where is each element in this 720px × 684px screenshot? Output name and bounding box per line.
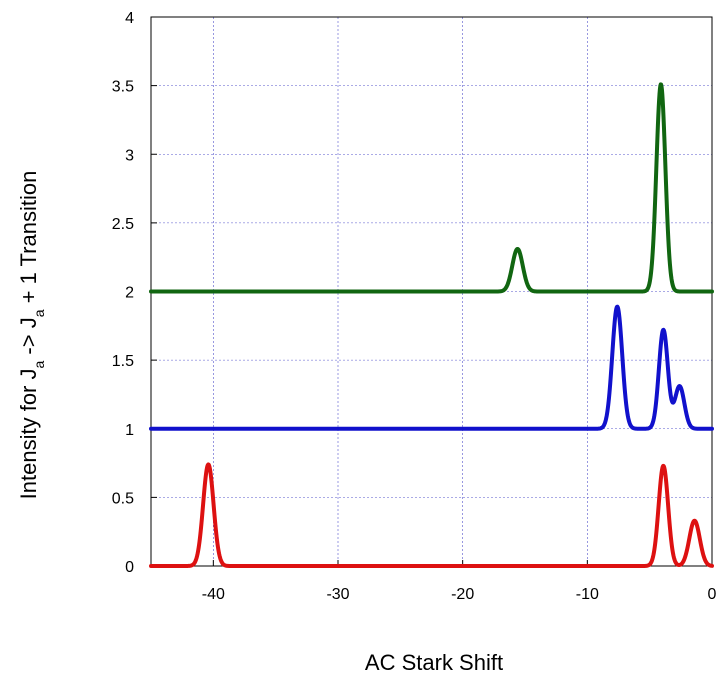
series-line-2 bbox=[149, 304, 714, 431]
y-tick-label: 0 bbox=[125, 559, 134, 576]
x-tick-label: -40 bbox=[202, 586, 225, 603]
x-tick-label: 0 bbox=[708, 586, 717, 603]
y-axis-ticks: 0 0.5 1 1.5 2 2.5 3 3.5 4 bbox=[112, 10, 157, 576]
y-axis-title-part1: Intensity for J bbox=[16, 368, 41, 499]
y-tick-label: 4 bbox=[125, 10, 134, 27]
y-tick-label: 0.5 bbox=[112, 490, 134, 507]
x-tick-label: -30 bbox=[326, 586, 349, 603]
y-axis-title-sub2: a bbox=[31, 309, 47, 317]
series-group bbox=[149, 82, 714, 568]
y-axis-title-sub1: a bbox=[31, 360, 47, 368]
y-tick-label: 2 bbox=[125, 285, 134, 302]
x-axis-title: AC Stark Shift bbox=[365, 650, 503, 675]
y-tick-label: 2.5 bbox=[112, 216, 134, 233]
y-tick-label: 3.5 bbox=[112, 79, 134, 96]
y-tick-label: 3 bbox=[125, 147, 134, 164]
x-tick-label: -10 bbox=[576, 586, 599, 603]
y-axis-title-part2: -> J bbox=[16, 317, 41, 360]
series-line-3 bbox=[149, 82, 714, 294]
y-tick-label: 1 bbox=[125, 422, 134, 439]
y-axis-title: Intensity for Ja -> Ja + 1 Transition bbox=[16, 171, 47, 500]
series-line-1 bbox=[149, 462, 714, 568]
x-tick-label: -20 bbox=[451, 586, 474, 603]
x-axis-ticks: -40 -30 -20 -10 0 bbox=[202, 560, 717, 603]
y-tick-label: 1.5 bbox=[112, 353, 134, 370]
y-axis-title-part3: + 1 Transition bbox=[16, 171, 41, 310]
